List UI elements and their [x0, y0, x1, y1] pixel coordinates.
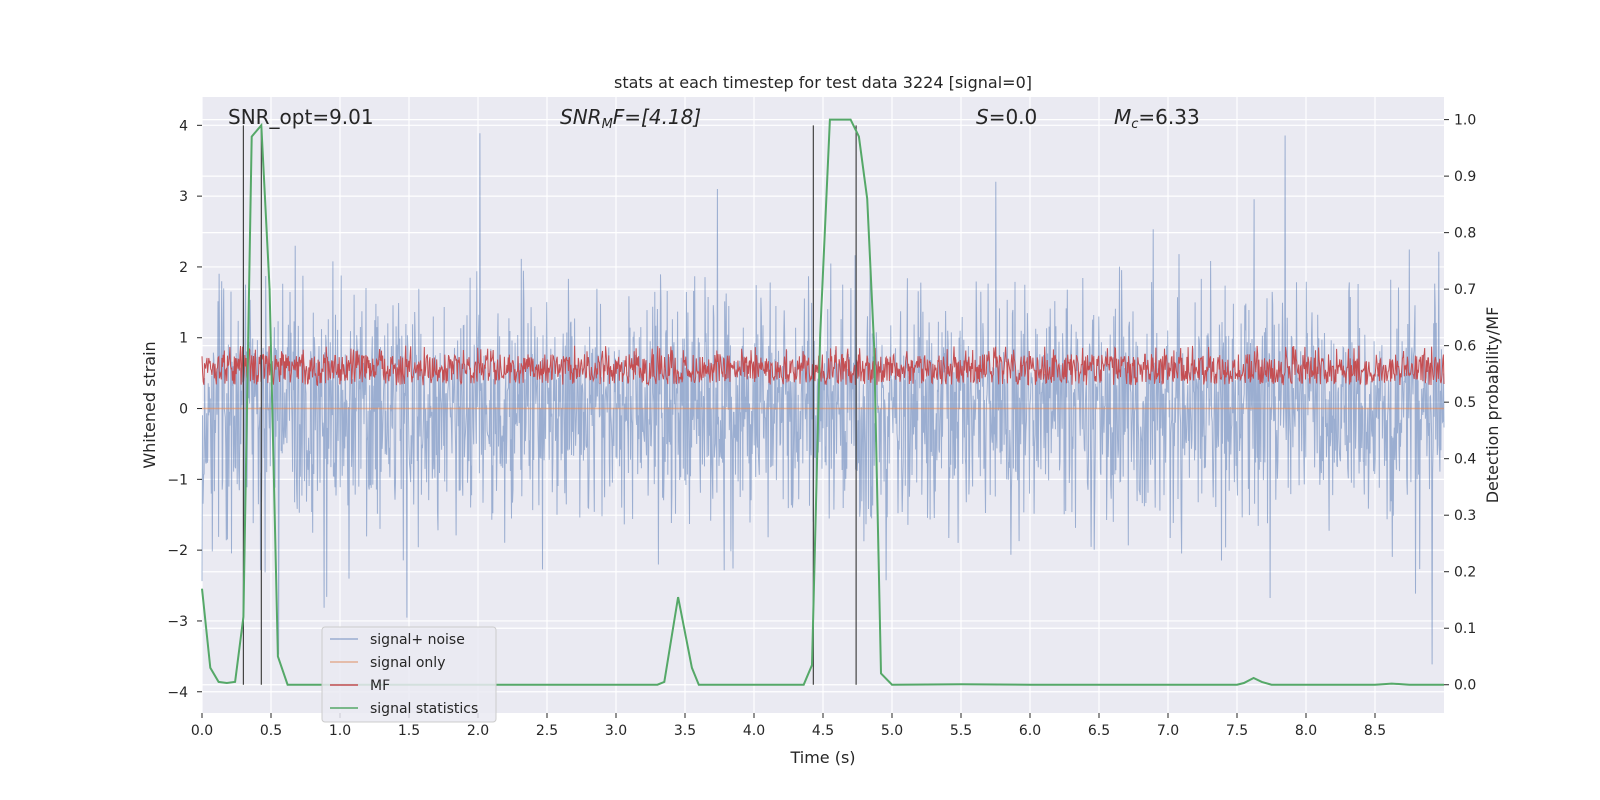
y-right-tick-label: 0.2 — [1454, 565, 1476, 581]
annotation-snr-mf-sub: M — [602, 117, 613, 132]
y-tick-label: −2 — [167, 543, 188, 559]
x-tick-label: 2.0 — [467, 723, 489, 739]
legend-label-signal-statistics: signal statistics — [370, 701, 478, 717]
annotation-s-rest: =0.0 — [989, 105, 1038, 129]
y-right-tick-label: 0.6 — [1454, 339, 1476, 355]
y-tick-label: −1 — [167, 472, 188, 488]
y-right-tick-label: 1.0 — [1454, 113, 1476, 129]
y-tick-label: 4 — [179, 118, 188, 134]
y-tick-label: −4 — [167, 685, 188, 701]
y-right-tick-label: 0.5 — [1454, 395, 1476, 411]
annotation-mc-sub: c — [1131, 117, 1138, 132]
series-signal-noise — [201, 133, 1445, 665]
chart-title: stats at each timestep for test data 322… — [614, 73, 1032, 92]
annotation-s: S=0.0 — [976, 105, 1037, 129]
annotation-snr-opt: SNR_opt=9.01 — [228, 105, 374, 129]
annotation-mc-rest: =6.33 — [1138, 105, 1199, 129]
series-signal-statistics — [201, 118, 1444, 686]
y-right-tick-label: 0.1 — [1454, 621, 1476, 637]
x-tick-label: 8.0 — [1295, 723, 1317, 739]
annotation-snr-mf-main: SNR — [560, 105, 602, 129]
y-tick-label: 1 — [179, 331, 188, 347]
legend-box — [321, 626, 497, 723]
y-right-tick-label: 0.3 — [1454, 508, 1476, 524]
annotation-snr-mf: SNRMF=[4.18] — [560, 105, 701, 132]
y-right-tick-label: 0.0 — [1454, 678, 1476, 694]
annotation-mc: Mc=6.33 — [1114, 105, 1200, 132]
x-tick-label: 6.0 — [1019, 723, 1041, 739]
x-tick-label: 3.0 — [605, 723, 627, 739]
x-tick-label: 6.5 — [1088, 723, 1110, 739]
x-tick-label: 4.5 — [812, 723, 834, 739]
x-tick-label: 7.5 — [1226, 723, 1248, 739]
annotation-snr-mf-rest: F=[4.18] — [613, 105, 701, 129]
data-layer — [201, 118, 1445, 686]
y-tick-label: 0 — [179, 402, 188, 418]
y-right-tick-label: 0.4 — [1454, 452, 1476, 468]
x-tick-label: 2.5 — [536, 723, 558, 739]
x-tick-label: 3.5 — [674, 723, 696, 739]
y-tick-label: −3 — [167, 614, 188, 630]
annotation-s-main: S — [976, 105, 989, 129]
y-right-tick-label: 0.7 — [1454, 282, 1476, 298]
x-tick-label: 8.5 — [1364, 723, 1386, 739]
axes: 0.0 0.5 1.0 1.5 2.0 2.5 3.0 3.5 4.0 4.5 5.0 5.5 6.0 6… — [167, 113, 1476, 739]
legend: signal+ noise signal only MF signal stat… — [321, 626, 497, 723]
y-tick-label: 3 — [179, 189, 188, 205]
y-right-tick-label: 0.9 — [1454, 169, 1476, 185]
y-tick-label: 2 — [179, 260, 188, 276]
legend-label-mf: MF — [370, 678, 390, 694]
series-mf — [201, 345, 1445, 387]
x-tick-label: 0.5 — [260, 723, 282, 739]
x-tick-label: 1.0 — [329, 723, 351, 739]
annotation-mc-main: M — [1114, 105, 1131, 129]
y-axis-right-label: Detection probability/MF — [1483, 307, 1502, 504]
x-tick-label: 1.5 — [398, 723, 420, 739]
x-tick-label: 7.0 — [1157, 723, 1179, 739]
x-tick-label: 4.0 — [743, 723, 765, 739]
x-tick-label: 5.5 — [950, 723, 972, 739]
x-tick-label: 0.0 — [191, 723, 213, 739]
x-tick-label: 5.0 — [881, 723, 903, 739]
y-right-tick-label: 0.8 — [1454, 226, 1476, 242]
y-axis-label: Whitened strain — [140, 341, 159, 468]
legend-label-signal-only: signal only — [370, 655, 445, 671]
legend-label-signal-noise: signal+ noise — [370, 632, 465, 648]
x-axis-label: Time (s) — [789, 748, 855, 767]
